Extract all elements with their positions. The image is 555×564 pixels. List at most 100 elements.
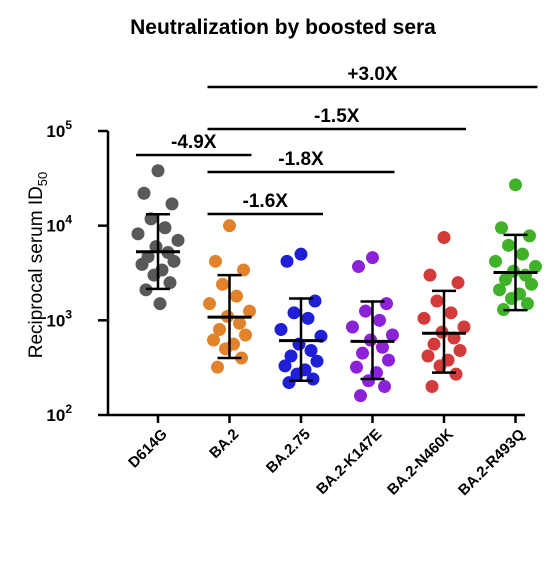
data-group [417, 230, 471, 394]
y-tick-exponent: 2 [65, 402, 72, 416]
data-point [301, 311, 315, 325]
data-point [213, 323, 226, 337]
data-point [495, 221, 508, 235]
comparison-fold-label: -1.5X [314, 106, 360, 127]
data-point [489, 254, 502, 268]
data-point [366, 251, 379, 265]
data-point [304, 344, 318, 358]
data-point [310, 354, 324, 368]
data-point [427, 337, 441, 351]
data-point [529, 260, 542, 274]
data-point [284, 349, 298, 363]
y-axis-label: Reciprocal serum ID50 [26, 172, 50, 359]
data-point [356, 346, 369, 360]
data-point [430, 294, 444, 308]
data-point [346, 320, 359, 334]
y-axis-label-subscript: 50 [35, 172, 50, 186]
data-point [280, 254, 294, 268]
y-tick-label: 103 [46, 307, 72, 330]
data-point [373, 313, 386, 327]
data-point [499, 272, 512, 286]
data-point [437, 230, 451, 244]
y-tick-base: 10 [46, 406, 65, 425]
data-point [306, 372, 320, 386]
data-group [274, 247, 328, 390]
data-point [359, 304, 372, 318]
x-category-label: BA.2 [206, 426, 242, 462]
y-tick-label: 104 [46, 213, 72, 236]
data-point [165, 197, 179, 211]
x-category-label: BA.2-K147E [313, 426, 385, 498]
x-axis-categories: D614G BA.2 BA.2.75 BA.2-K147EBA.2-N460KBA.2… [125, 415, 529, 500]
comparison-fold-label: -1.8X [278, 149, 324, 170]
y-tick-base: 10 [46, 311, 65, 330]
y-tick-exponent: 5 [65, 118, 72, 132]
data-point [502, 238, 515, 252]
data-point [376, 340, 389, 354]
data-point [447, 331, 461, 345]
data-group [131, 164, 185, 311]
data-point [380, 297, 393, 311]
data-point [278, 359, 292, 373]
data-point [350, 360, 363, 374]
data-point [421, 349, 435, 363]
data-point [274, 323, 288, 337]
data-point [135, 257, 149, 271]
data-point [233, 316, 246, 330]
data-point [243, 304, 256, 318]
data-point [282, 376, 296, 390]
data-point [158, 221, 172, 235]
data-point [131, 227, 145, 241]
y-tick-label: 102 [46, 402, 72, 425]
data-point [444, 306, 458, 320]
data-point [352, 260, 365, 274]
data-point [203, 297, 216, 311]
data-point [207, 333, 220, 347]
data-groups [131, 164, 542, 403]
data-point [137, 186, 151, 200]
data-point [151, 164, 165, 178]
data-point [167, 254, 181, 268]
comparison-fold-label: -1.6X [243, 191, 289, 212]
data-point [509, 178, 522, 192]
data-group [489, 178, 542, 317]
data-point [521, 297, 534, 311]
data-point [230, 289, 243, 303]
y-tick-exponent: 3 [65, 307, 72, 321]
data-point [382, 353, 395, 367]
data-point [287, 306, 301, 320]
x-category-label: D614G [125, 426, 171, 472]
data-point [451, 276, 465, 290]
comparison-fold-label: -4.9X [171, 132, 217, 153]
data-point [239, 328, 252, 342]
data-point [516, 247, 529, 261]
data-point [453, 344, 467, 358]
data-point [354, 389, 367, 403]
y-tick-label: 105 [46, 118, 72, 141]
x-category-label: BA.2.75 [263, 426, 314, 477]
data-point [153, 297, 167, 311]
data-point [211, 360, 224, 374]
data-point [171, 233, 185, 247]
chart-title: Neutralization by boosted sera [130, 16, 436, 39]
data-point [294, 247, 308, 261]
data-point [493, 283, 506, 297]
y-tick-base: 10 [46, 217, 65, 236]
x-category-label: BA.2-N460K [384, 426, 457, 499]
x-category-label: BA.2-R493Q [455, 426, 529, 500]
data-point [523, 229, 536, 243]
comparison-brackets: +3.0X -1.5X -4.9X -1.8X -1.6X [136, 64, 538, 216]
data-point [417, 311, 431, 325]
data-point [525, 277, 538, 291]
comparison-fold-label: +3.0X [347, 64, 398, 85]
data-point [449, 367, 463, 381]
data-point [386, 328, 399, 342]
data-group [203, 219, 256, 374]
data-group [346, 251, 399, 403]
data-point [237, 263, 250, 277]
data-point [163, 276, 177, 290]
data-point [423, 268, 437, 282]
data-point [457, 320, 471, 334]
